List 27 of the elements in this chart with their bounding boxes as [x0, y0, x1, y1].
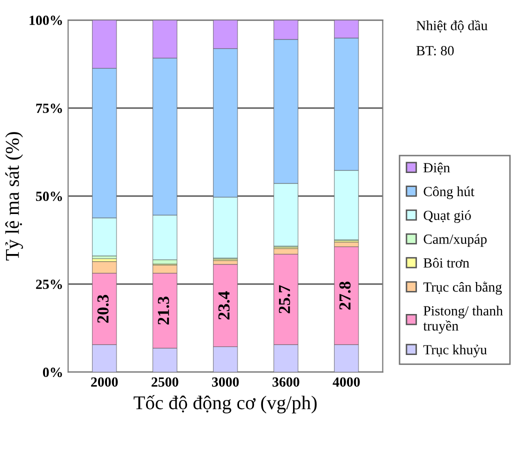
x-tick-label: 2500 [152, 377, 178, 387]
legend-label: Trục khuỷu [423, 344, 487, 358]
y-axis-title: Tỷ lệ ma sát (%) [5, 132, 23, 261]
text: Nhiệt độ dầu [416, 20, 488, 32]
data-label: 20.3 [97, 294, 109, 323]
x-tick-label: 3600 [272, 377, 300, 387]
x-tick-label: 4000 [332, 377, 360, 387]
legend-label: Trục cân bằng [423, 282, 502, 295]
legend-label: Bôi trơn [424, 258, 470, 268]
legend-label: Quạt gió [424, 210, 471, 223]
data-label: 27.8 [339, 282, 351, 310]
data-label: 25.7 [278, 285, 290, 314]
y-tick-label: 75% [36, 104, 62, 114]
text: BT: 80 [416, 46, 454, 56]
x-axis-title: Tốc độ động cơ (vg/ph) [134, 395, 317, 414]
data-label: 23.4 [218, 291, 230, 320]
legend-label: Pistong/ thanh truyền [423, 306, 503, 334]
y-tick-label: 50% [36, 192, 62, 202]
legend-label: Điện [424, 162, 450, 175]
x-tick-label: 3000 [212, 377, 239, 387]
legend-label: Cam/xupáp [424, 234, 487, 247]
data-label: 21.3 [158, 296, 170, 325]
y-tick-label: 100% [30, 16, 62, 26]
y-tick-label: 0% [42, 368, 62, 378]
x-tick-label: 2000 [91, 377, 118, 387]
legend-label: Công hút [424, 186, 474, 200]
y-tick-label: 25% [36, 280, 62, 290]
